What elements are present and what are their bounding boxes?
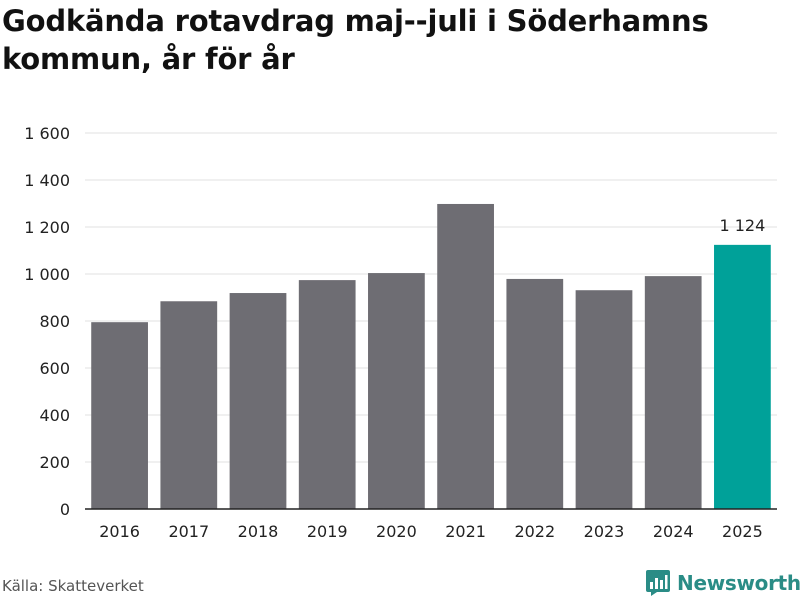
- y-tick-label: 1 000: [24, 265, 70, 284]
- data-labels: 1 124: [719, 216, 765, 235]
- bar-2017: [160, 301, 218, 509]
- bar-2021: [437, 203, 494, 509]
- x-tick-label: 2020: [376, 522, 417, 541]
- x-tick-label: 2019: [307, 522, 348, 541]
- bar-2022: [506, 278, 564, 509]
- y-axis-tick-labels: 0 200 400 600 800 1 000 1 200 1 400 1 600: [24, 124, 70, 519]
- x-axis-tick-labels: 2016 2017 2018 2019 2020 2021 2022 2023 2024 2025: [99, 522, 763, 541]
- bars: [91, 203, 771, 510]
- y-tick-label: 600: [39, 359, 70, 378]
- x-tick-label: 2021: [445, 522, 486, 541]
- brand-logo[interactable]: Newsworthy: [645, 568, 800, 598]
- x-tick-label: 2023: [584, 522, 625, 541]
- x-tick-label: 2024: [653, 522, 694, 541]
- x-tick-label: 2018: [238, 522, 279, 541]
- bar-2020: [368, 273, 425, 509]
- source-note: Källa: Skatteverket: [2, 577, 144, 595]
- y-tick-label: 0: [60, 500, 70, 519]
- brand-name: Newsworthy: [677, 571, 800, 595]
- y-tick-label: 800: [39, 312, 70, 331]
- y-tick-label: 1 200: [24, 218, 70, 237]
- chart-title: Godkända rotavdrag maj--juli i Söderhamn…: [2, 4, 709, 76]
- bar-2025: [714, 244, 771, 510]
- x-tick-label: 2016: [99, 522, 140, 541]
- bar-chart-logo-icon: [646, 570, 670, 596]
- bar-2023: [575, 290, 633, 509]
- y-tick-label: 1 400: [24, 171, 70, 190]
- data-label: 1 124: [719, 216, 765, 235]
- bar-2016: [91, 322, 148, 509]
- bar-2018: [229, 293, 287, 509]
- x-tick-label: 2025: [722, 522, 763, 541]
- bar-2024: [644, 276, 702, 509]
- y-tick-label: 1 600: [24, 124, 70, 143]
- x-tick-label: 2022: [514, 522, 555, 541]
- y-tick-label: 400: [39, 406, 70, 425]
- y-tick-label: 200: [39, 453, 70, 472]
- x-tick-label: 2017: [168, 522, 209, 541]
- bar-2019: [298, 280, 356, 509]
